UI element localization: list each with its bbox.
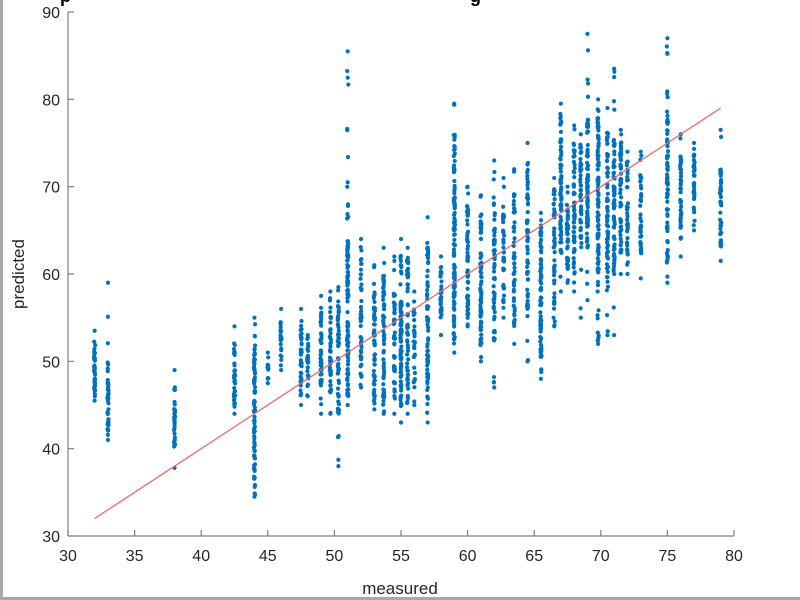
y-axis-ticks: 30 40 50 60 70 80 90 [42,5,74,546]
x-tick-label: 70 [592,548,610,565]
y-tick-label: 70 [42,180,60,197]
x-tick-label: 55 [392,548,410,565]
x-tick-label: 65 [525,548,543,565]
window-bottom-border [0,597,800,600]
x-tick-label: 35 [126,548,144,565]
x-tick-label: 75 [659,548,677,565]
chart-title-fragment-left: p [60,0,71,7]
window-left-border [0,0,3,600]
y-tick-label: 90 [42,5,60,22]
y-tick-label: 60 [42,267,60,284]
x-axis-label: measured [362,579,438,598]
axes: 30 35 40 45 50 55 60 65 70 75 80 30 40 50 60 70 80 90 [42,5,743,565]
y-tick-label: 40 [42,442,60,459]
y-tick-label: 50 [42,354,60,371]
x-tick-label: 45 [259,548,277,565]
x-tick-label: 40 [192,548,210,565]
x-tick-label: 30 [59,548,77,565]
data-points [91,31,724,499]
x-tick-label: 60 [459,548,477,565]
chart-title-fragment-right: g [470,0,481,7]
x-tick-label: 80 [725,548,743,565]
y-tick-label: 30 [42,529,60,546]
reference-line-y-equals-x [94,107,722,520]
x-axis-ticks: 30 35 40 45 50 55 60 65 70 75 80 [59,530,743,565]
y-axis-label: predicted [9,239,28,309]
x-tick-label: 50 [326,548,344,565]
y-tick-label: 80 [42,92,60,109]
